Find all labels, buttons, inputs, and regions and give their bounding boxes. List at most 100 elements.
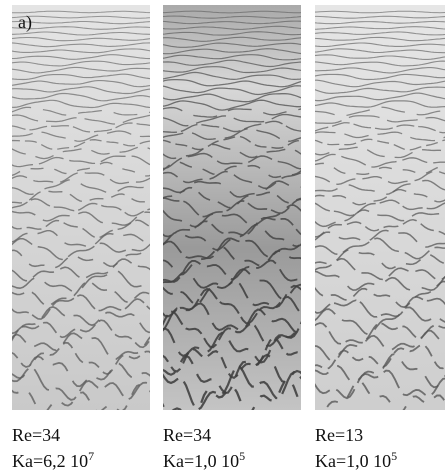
wave-line: [163, 186, 301, 209]
ka-label: Ka=1,0 105: [315, 449, 397, 471]
wave-line: [315, 36, 445, 42]
wave-line: [315, 229, 445, 248]
wave-line: [12, 229, 150, 248]
wave-line: [12, 10, 150, 14]
wave-line: [315, 67, 445, 74]
wave-line: [12, 280, 150, 307]
wave-line: [163, 259, 301, 283]
wave-line: [163, 25, 301, 30]
wave-line: [315, 100, 445, 108]
wave-line: [12, 122, 150, 133]
wave-line: [12, 36, 150, 42]
wave-line: [12, 383, 150, 410]
wave-line: [12, 161, 150, 177]
wave-line: [315, 26, 445, 30]
wave-line: [315, 237, 445, 260]
wave-line: [163, 99, 301, 111]
wave-line: [12, 332, 150, 361]
wave-line: [315, 73, 445, 81]
wave-line: [163, 310, 301, 349]
wave-line: [12, 139, 150, 150]
wave-line: [163, 31, 301, 36]
wave-line: [12, 190, 150, 204]
wave-line: [12, 355, 150, 388]
wave-line: [163, 204, 301, 228]
ka-base: Ka=1,0 10: [163, 451, 239, 471]
ka-exp: 5: [239, 449, 245, 463]
wave-line: [12, 178, 150, 195]
wave-line: [12, 237, 150, 261]
wave-line: [163, 280, 301, 309]
wave-line: [315, 179, 445, 196]
wave-line: [12, 294, 150, 320]
wave-line: [315, 153, 445, 168]
wave-line: [163, 20, 301, 25]
wave-line: [163, 10, 301, 14]
wave-pattern: [12, 10, 150, 410]
wave-pattern: [315, 10, 445, 410]
wave-line: [315, 79, 445, 88]
wave-line: [163, 245, 301, 276]
wave-line: [12, 99, 150, 109]
wave-line: [315, 162, 445, 175]
wave-line: [12, 80, 150, 88]
wave-line: [12, 155, 150, 168]
caption: Re=34 Ka=6,2 107 Re=34 Ka=1,0 105 Re=13 …: [12, 425, 397, 471]
wave-line: [315, 106, 445, 117]
wave-line: [324, 379, 445, 410]
wave-line: [315, 188, 445, 206]
wave-line: [163, 54, 301, 61]
wave-line: [163, 120, 301, 133]
wave-line: [12, 31, 150, 36]
wave-line: [12, 248, 150, 269]
wave-line: [12, 219, 150, 239]
wave-line: [12, 172, 150, 185]
wave-line: [12, 15, 150, 19]
wave-line: [12, 26, 150, 30]
wave-line: [12, 366, 150, 401]
wave-line: [12, 106, 150, 116]
wave-line: [12, 198, 150, 217]
wave-line: [315, 257, 445, 281]
wave-line: [12, 48, 150, 54]
wave-line: [315, 15, 445, 19]
ka-base: Ka=6,2 10: [12, 451, 88, 471]
wave-line: [12, 319, 150, 349]
wave-line: [315, 306, 445, 336]
wave-line: [12, 130, 150, 142]
wave-line: [163, 217, 301, 238]
wave-line: [315, 42, 445, 48]
wave-line: [12, 341, 150, 376]
ka-label: Ka=6,2 107: [12, 449, 94, 471]
wave-line: [12, 54, 150, 60]
wave-line: [163, 325, 301, 364]
ka-exp: 7: [88, 449, 94, 463]
wave-line: [315, 295, 445, 318]
wave-line: [163, 353, 301, 395]
wave-line: [315, 280, 445, 308]
wave-line: [163, 71, 301, 81]
wave-pattern: [163, 10, 301, 410]
wave-line: [163, 197, 301, 218]
wave-line: [315, 353, 445, 389]
wave-line: [315, 209, 445, 228]
wave-line: [315, 146, 445, 159]
wave-line: [12, 66, 150, 74]
wave-line: [163, 48, 301, 55]
wave-line: [315, 20, 445, 25]
wave-line: [315, 131, 445, 142]
ka-exp: 5: [391, 449, 397, 463]
wave-line: [315, 270, 445, 292]
wave-line: [163, 36, 301, 42]
wave-line: [12, 269, 150, 293]
wave-line: [163, 223, 301, 251]
re-label: Re=34: [163, 425, 211, 445]
wave-line: [163, 143, 301, 160]
wave-line: [12, 86, 150, 95]
wave-line: [163, 93, 301, 103]
wave-line: [315, 60, 445, 67]
wave-line: [315, 138, 445, 151]
wave-line: [315, 343, 445, 370]
panel-label: a): [18, 12, 32, 33]
